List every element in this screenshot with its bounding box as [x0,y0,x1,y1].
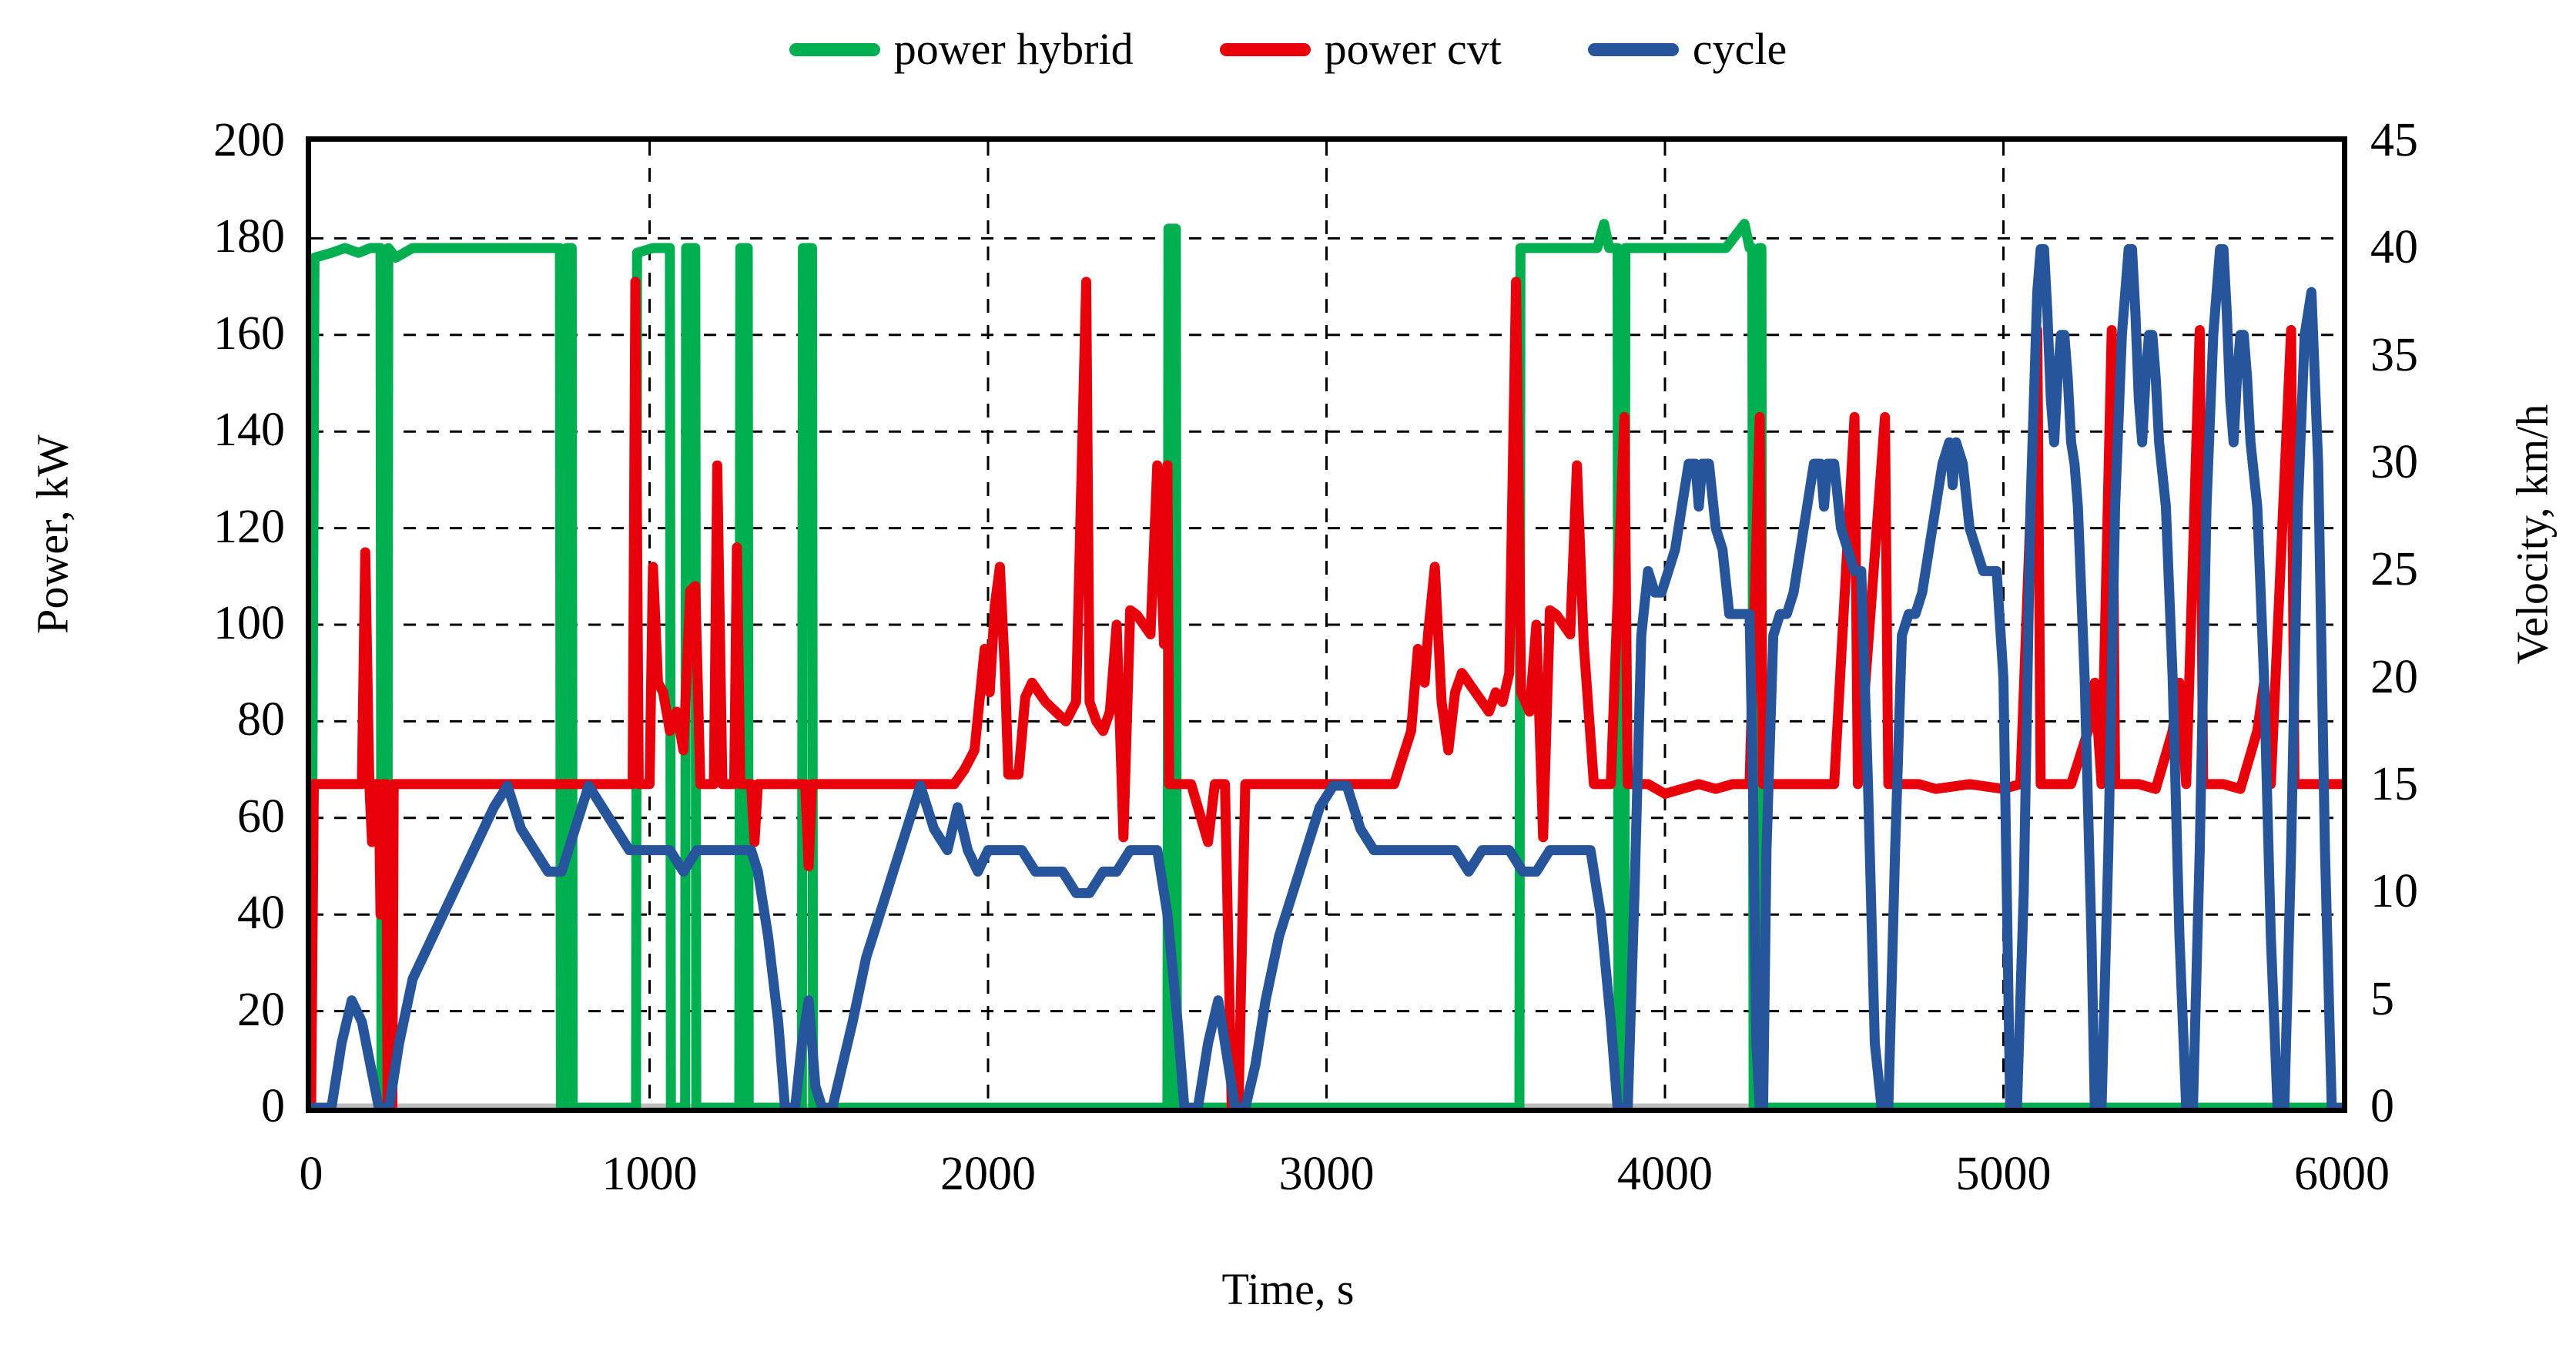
y-axis-right-tick-label: 45 [2370,114,2418,166]
y-axis-right-tick-label: 35 [2370,328,2418,381]
y-axis-right-tick-label: 20 [2370,650,2418,703]
y-axis-left-ticks: 200 180 160 140 120 100 80 60 40 20 0 [62,0,285,1365]
legend-swatch-icon [1587,42,1679,56]
y-axis-right-tick-label: 5 [2370,972,2394,1025]
y-axis-left-tick-label: 0 [261,1080,285,1132]
y-axis-left-tick-label: 200 [213,114,285,166]
legend-power-cvt[interactable]: power cvt [1219,24,1502,74]
y-axis-right-tick-label: 0 [2370,1080,2394,1132]
y-axis-right-ticks: 45 40 35 30 25 20 15 10 5 0 [2370,0,2571,1365]
y-axis-right-tick-label: 30 [2370,436,2418,488]
y-axis-left-tick-label: 100 [213,597,285,649]
legend-swatch-icon [789,42,880,56]
y-axis-right-tick-label: 40 [2370,221,2418,274]
x-axis-tick-label: 1000 [601,1148,698,1200]
y-axis-left-tick-label: 40 [237,887,285,940]
legend-label: power cvt [1324,24,1502,74]
y-axis-left-tick-label: 160 [213,307,285,360]
series-line-power-cvt [311,277,2342,1108]
legend-swatch-icon [1219,42,1311,56]
y-axis-right-tick-label: 10 [2370,865,2418,918]
x-axis-tick-label: 3000 [1278,1148,1375,1200]
plot-svg [311,142,2342,1108]
legend-label: cycle [1692,24,1787,74]
y-axis-right-tick-label: 15 [2370,758,2418,810]
y-axis-left-tick-label: 20 [237,983,285,1036]
y-axis-left-tick-label: 140 [213,404,285,457]
legend-cycle[interactable]: cycle [1587,24,1787,74]
y-axis-left-tick-label: 120 [213,500,285,553]
y-axis-left-tick-label: 80 [237,693,285,746]
x-axis-tick-label: 2000 [940,1148,1036,1200]
x-axis-tick-label: 5000 [1955,1148,2052,1200]
y-axis-left-tick-label: 60 [237,790,285,843]
y-axis-left-tick-label: 180 [213,210,285,263]
x-axis-tick-label: 6000 [2294,1148,2390,1200]
x-axis-tick-label: 4000 [1617,1148,1713,1200]
x-axis-tick-label: 0 [299,1148,323,1200]
series-line-cycle [311,243,2342,1108]
y-axis-right-tick-label: 25 [2370,543,2418,596]
chart-legend: power hybrid power cvt cycle [0,22,2576,77]
legend-label: power hybrid [893,24,1134,74]
series-line-power-hybrid [311,219,2342,1108]
legend-power-hybrid[interactable]: power hybrid [789,27,1134,72]
x-axis-title: Time, s [1221,1264,1355,1314]
plot-area [306,136,2347,1113]
